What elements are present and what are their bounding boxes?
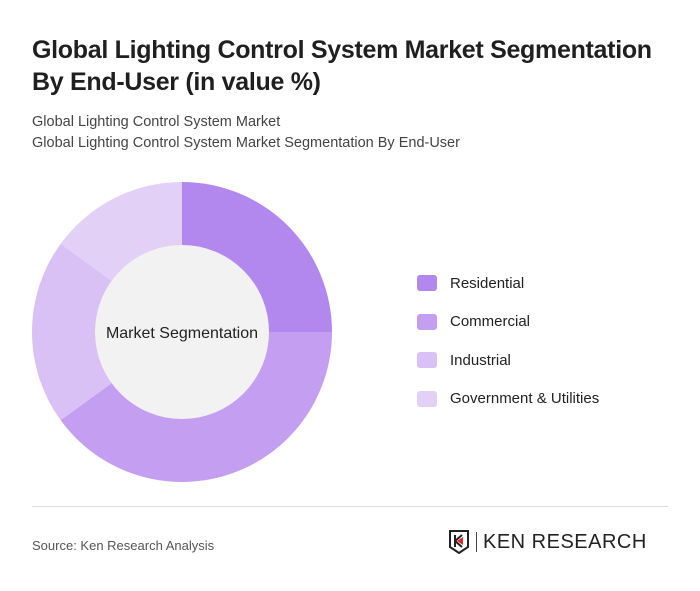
logo-shield-icon [449,530,469,554]
legend-item: Government & Utilities [417,380,599,419]
legend-swatch [417,390,437,407]
logo-text: KEN RESEARCH [476,532,647,552]
legend-item: Commercial [417,303,599,342]
ken-research-logo: KEN RESEARCH [448,530,647,554]
chart-title: Global Lighting Control System Market Se… [32,36,652,96]
legend-swatch [417,275,437,292]
center-label: Market Segmentation [106,325,258,342]
legend-item: Industrial [417,341,599,380]
legend-label: Government & Utilities [450,390,600,408]
source-note: Source: Ken Research Analysis [32,538,215,553]
legend-label: Commercial [450,313,531,331]
subtitle-secondary: Global Lighting Control System Market Se… [32,135,460,151]
legend: Residential Commercial Industrial Governmen… [417,264,599,418]
legend-swatch [417,313,437,330]
legend-label: Industrial [450,351,511,369]
divider [32,506,668,507]
legend-label: Residential [450,274,525,292]
legend-swatch [417,352,437,369]
donut-hole [95,245,269,419]
legend-item: Residential [417,264,599,303]
subtitle: Global Lighting Control System Market [32,114,281,130]
